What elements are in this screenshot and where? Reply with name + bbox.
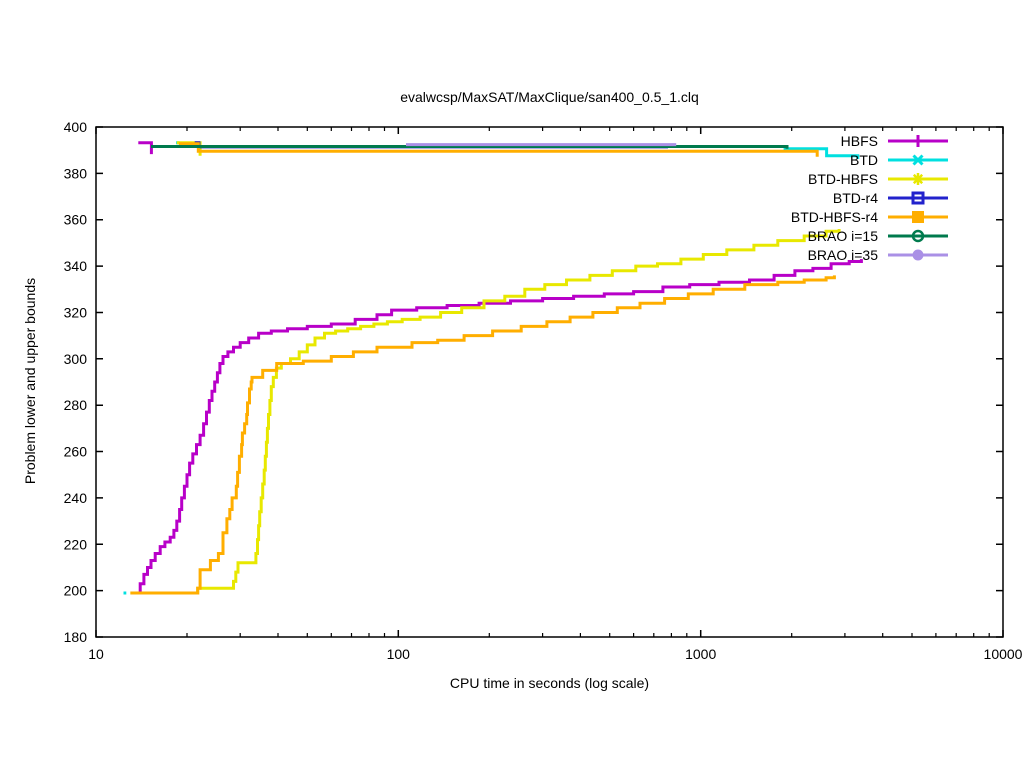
x-tick-label: 100 [387, 646, 411, 662]
legend-marker-btd-r4 [911, 191, 925, 205]
x-tick-label: 10 [88, 646, 104, 662]
series-line-btd-hbfs [130, 229, 841, 595]
legend-label-brao-i-35: BRAO i=35 [808, 247, 879, 263]
y-tick-label: 320 [64, 305, 88, 321]
y-tick-label: 240 [64, 490, 88, 506]
legend-label-btd-hbfs: BTD-HBFS [808, 171, 878, 187]
legend-label-btd-hbfs-r4: BTD-HBFS-r4 [791, 209, 878, 225]
legend-marker-btd [912, 154, 924, 166]
legend-marker-brao-i-35 [912, 249, 924, 261]
series-line-hbfs [138, 141, 153, 155]
legend-marker-btd-hbfs-r4 [912, 211, 924, 223]
series-line-btd [783, 147, 860, 159]
y-tick-label: 300 [64, 351, 88, 367]
series-line-btd-hbfs-r4 [130, 275, 836, 595]
legend-marker-brao-i-15 [911, 229, 925, 243]
legend-marker-hbfs [912, 135, 924, 147]
y-tick-label: 280 [64, 397, 88, 413]
y-tick-label: 340 [64, 258, 88, 274]
x-tick-label: 10000 [984, 646, 1023, 662]
y-tick-label: 360 [64, 212, 88, 228]
y-tick-label: 260 [64, 444, 88, 460]
series-line-hbfs [135, 259, 863, 595]
y-tick-label: 220 [64, 536, 88, 552]
x-tick-label: 1000 [685, 646, 716, 662]
y-tick-label: 380 [64, 165, 88, 181]
series-line-btd-hbfs-r4 [178, 142, 819, 157]
legend-label-btd-r4: BTD-r4 [833, 190, 878, 206]
y-tick-label: 200 [64, 583, 88, 599]
y-tick-label: 180 [64, 629, 88, 645]
legend-label-hbfs: HBFS [841, 133, 878, 149]
y-tick-label: 400 [64, 119, 88, 135]
chart-title: evalwcsp/MaxSAT/MaxClique/san400_0.5_1.c… [400, 89, 699, 105]
legend-label-brao-i-15: BRAO i=15 [808, 228, 879, 244]
legend-label-btd: BTD [850, 152, 878, 168]
plot-border [95, 126, 1004, 638]
series-line-brao-i-15 [151, 145, 789, 149]
legend-marker-btd-hbfs [912, 173, 924, 185]
x-axis-label: CPU time in seconds (log scale) [449, 675, 650, 691]
